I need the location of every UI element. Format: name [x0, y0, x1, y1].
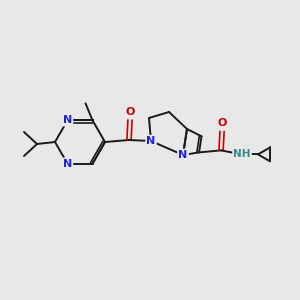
Text: NH: NH [233, 149, 251, 159]
Text: N: N [63, 115, 72, 125]
Text: N: N [178, 150, 188, 160]
Text: N: N [146, 136, 156, 146]
Text: N: N [178, 150, 188, 160]
Text: O: O [125, 107, 135, 117]
Text: O: O [218, 118, 227, 128]
Text: N: N [63, 159, 72, 169]
